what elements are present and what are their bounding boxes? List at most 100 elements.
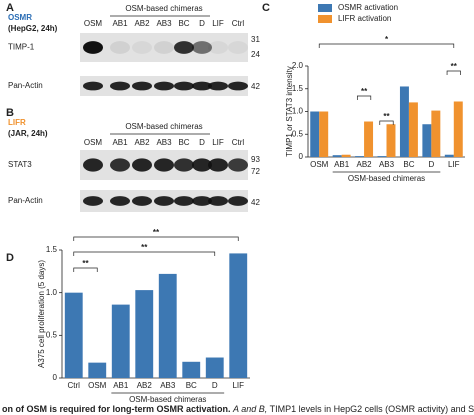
significance-label: * bbox=[385, 35, 389, 44]
bar bbox=[408, 102, 418, 157]
lane-label: AB2 bbox=[134, 138, 150, 147]
x-tick-label: OSM bbox=[310, 160, 329, 169]
band bbox=[132, 196, 152, 206]
lane-label: OSM bbox=[84, 138, 103, 147]
x-tick-label: AB1 bbox=[113, 381, 129, 390]
lane-label: LIF bbox=[212, 19, 224, 28]
band bbox=[192, 81, 212, 91]
row-label: STAT3 bbox=[8, 160, 32, 169]
group-label: OSM-based chimeras bbox=[348, 174, 425, 183]
row-label: TIMP-1 bbox=[8, 43, 35, 52]
blot-background bbox=[80, 33, 248, 62]
significance-label: ** bbox=[82, 259, 89, 268]
bar bbox=[431, 110, 441, 157]
bar bbox=[310, 111, 320, 157]
band bbox=[228, 41, 248, 54]
blot-condition: (HepG2, 24h) bbox=[8, 24, 58, 33]
blot-condition: (JAR, 24h) bbox=[8, 129, 48, 138]
bar bbox=[355, 156, 365, 157]
legend-swatch bbox=[318, 15, 332, 23]
bar bbox=[229, 253, 248, 378]
y-tick-label: 0.5 bbox=[46, 330, 58, 339]
lane-label: AB3 bbox=[156, 19, 172, 28]
lane-label: Ctrl bbox=[232, 138, 245, 147]
blot-target: LIFR bbox=[8, 118, 26, 127]
band bbox=[132, 41, 152, 54]
caption: on of OSM is required for long-term OSMR… bbox=[2, 404, 474, 414]
lane-label: D bbox=[199, 19, 205, 28]
x-tick-label: LIF bbox=[448, 160, 460, 169]
panel-letter: A bbox=[6, 2, 14, 14]
panel-letter: D bbox=[6, 252, 14, 264]
significance-bracket bbox=[318, 43, 455, 48]
caption-bold: on of OSM is required for long-term OSMR… bbox=[2, 404, 231, 414]
y-tick-label: 1.5 bbox=[46, 245, 58, 254]
band bbox=[174, 158, 194, 172]
bar bbox=[111, 304, 130, 378]
lane-label: AB2 bbox=[134, 19, 150, 28]
bar bbox=[341, 154, 351, 157]
x-tick-label: BC bbox=[403, 160, 414, 169]
lane-label: LIF bbox=[212, 138, 224, 147]
lane-label: OSM bbox=[84, 19, 103, 28]
group-label: OSM-based chimeras bbox=[125, 4, 202, 13]
band bbox=[228, 196, 248, 206]
significance-label: ** bbox=[451, 62, 458, 71]
bar bbox=[332, 155, 342, 157]
row-label: Pan-Actin bbox=[8, 81, 43, 90]
y-axis-label: A375 cell proliferation (5 days) bbox=[37, 260, 46, 368]
band bbox=[154, 41, 174, 54]
bar bbox=[135, 290, 154, 378]
y-tick-label: 1.0 bbox=[292, 107, 304, 116]
significance-bracket bbox=[73, 236, 239, 241]
band bbox=[110, 196, 130, 206]
bar bbox=[205, 357, 224, 378]
size-marker: 24 bbox=[251, 50, 260, 59]
lane-label: BC bbox=[178, 19, 189, 28]
band bbox=[228, 158, 248, 172]
significance-label: ** bbox=[383, 112, 390, 121]
lane-label: Ctrl bbox=[232, 19, 245, 28]
bar bbox=[377, 156, 387, 157]
lane-label: D bbox=[199, 138, 205, 147]
panel-letter: B bbox=[6, 107, 14, 119]
band bbox=[174, 81, 194, 91]
significance-bracket bbox=[73, 251, 216, 256]
blot-target: OSMR bbox=[8, 13, 32, 22]
row-label: Pan-Actin bbox=[8, 196, 43, 205]
bar bbox=[422, 124, 432, 157]
band bbox=[192, 196, 212, 206]
x-tick-label: AB3 bbox=[379, 160, 395, 169]
x-tick-label: BC bbox=[186, 381, 197, 390]
legend-label: LIFR activation bbox=[338, 14, 391, 23]
bar bbox=[444, 154, 454, 157]
band bbox=[208, 158, 228, 172]
bar bbox=[319, 111, 329, 157]
band bbox=[154, 196, 174, 206]
y-tick-label: 0 bbox=[53, 373, 58, 382]
band bbox=[174, 41, 194, 54]
group-label: OSM-based chimeras bbox=[125, 122, 202, 131]
band bbox=[192, 158, 212, 172]
x-tick-label: D bbox=[428, 160, 434, 169]
significance-bracket bbox=[356, 95, 372, 100]
size-marker: 72 bbox=[251, 167, 260, 176]
band bbox=[83, 41, 103, 54]
x-tick-label: AB3 bbox=[160, 381, 176, 390]
x-tick-label: AB2 bbox=[137, 381, 153, 390]
bar bbox=[399, 86, 409, 157]
bar bbox=[182, 361, 201, 378]
bar bbox=[158, 273, 177, 378]
bar bbox=[364, 121, 374, 157]
panel-letter: C bbox=[262, 2, 270, 14]
x-tick-label: AB2 bbox=[357, 160, 373, 169]
lane-label: BC bbox=[178, 138, 189, 147]
x-tick-label: OSM bbox=[88, 381, 107, 390]
y-tick-label: 0 bbox=[299, 152, 304, 161]
group-label: OSM-based chimeras bbox=[129, 395, 206, 404]
band bbox=[132, 81, 152, 91]
band bbox=[174, 196, 194, 206]
band bbox=[110, 81, 130, 91]
band bbox=[83, 196, 103, 206]
bar bbox=[88, 362, 107, 378]
